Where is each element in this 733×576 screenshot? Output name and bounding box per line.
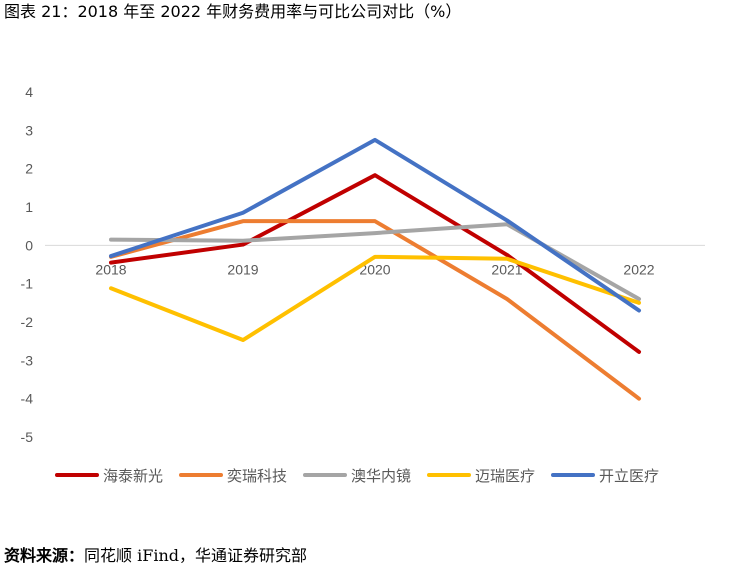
y-tick-label: -4 — [21, 391, 34, 407]
y-tick-label: 1 — [25, 199, 33, 215]
y-axis-ticks: 4 3 2 1 0 -1 -2 -3 -4 -5 — [21, 84, 34, 445]
x-tick-label: 2021 — [491, 261, 522, 277]
y-tick-label: -5 — [21, 429, 34, 445]
legend: 海泰新光 奕瑞科技 澳华内镜 迈瑞医疗 开立医疗 — [55, 467, 659, 485]
y-tick-label: 3 — [25, 122, 33, 138]
legend-label: 开立医疗 — [599, 467, 659, 485]
y-tick-label: -3 — [21, 352, 34, 368]
legend-label: 奕瑞科技 — [227, 467, 287, 485]
legend-label: 迈瑞医疗 — [475, 467, 535, 485]
series-line — [109, 137, 641, 313]
legend-label: 澳华内镜 — [351, 467, 411, 485]
figure-title: 图表 21：2018 年至 2022 年财务费用率与可比公司对比（%） — [4, 2, 462, 21]
source-label: 资料来源： — [4, 546, 85, 565]
line-chart: 4 3 2 1 0 -1 -2 -3 -4 -5 2018 2019 2020 2021 2022 海泰新… — [21, 84, 705, 485]
series-line — [109, 219, 641, 401]
x-tick-label: 2020 — [359, 261, 390, 277]
x-tick-label: 2022 — [623, 261, 654, 277]
series-lines — [109, 137, 641, 401]
x-tick-label: 2019 — [227, 261, 258, 277]
y-tick-label: 4 — [25, 84, 33, 100]
legend-label: 海泰新光 — [103, 467, 163, 485]
y-tick-label: -2 — [21, 314, 34, 330]
series-line — [109, 254, 641, 343]
source-note: 资料来源：同花顺 iFind，华通证券研究部 — [4, 545, 307, 567]
x-tick-label: 2018 — [95, 261, 126, 277]
y-tick-label: 2 — [25, 161, 33, 177]
y-tick-label: 0 — [25, 237, 33, 253]
y-tick-label: -1 — [21, 276, 34, 292]
x-axis-ticks: 2018 2019 2020 2021 2022 — [95, 261, 654, 277]
series-line — [109, 173, 641, 354]
source-text: 同花顺 iFind，华通证券研究部 — [84, 546, 307, 565]
